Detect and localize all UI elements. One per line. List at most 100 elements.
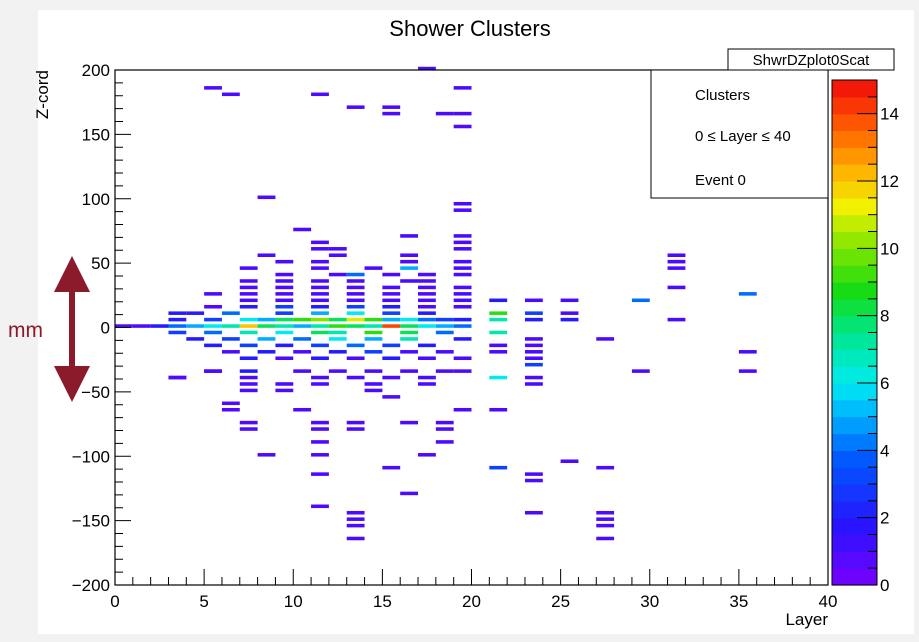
heatmap-cell <box>400 253 419 258</box>
palette-swatch <box>832 197 877 216</box>
heatmap-cell <box>382 311 401 315</box>
heatmap-cell <box>311 317 329 322</box>
palette-swatch <box>832 113 877 132</box>
heatmap-cell <box>311 259 329 264</box>
heatmap-cell <box>311 292 329 296</box>
x-tick-label: 20 <box>462 592 481 611</box>
heatmap-cell <box>560 459 579 464</box>
palette-swatch <box>832 248 877 266</box>
heatmap-cell <box>221 401 240 406</box>
heatmap-cell <box>364 382 383 386</box>
heatmap-cell <box>364 388 383 393</box>
y-tick-label: −50 <box>81 383 110 402</box>
palette-swatch <box>832 551 877 569</box>
heatmap-cell <box>418 382 436 386</box>
palette-tick-label: 2 <box>880 509 889 528</box>
heatmap-cell <box>275 272 294 277</box>
heatmap-cell <box>400 279 419 283</box>
heatmap-cell <box>239 324 258 328</box>
color-palette <box>831 79 878 586</box>
x-tick-label: 0 <box>110 592 119 611</box>
heatmap-cell <box>435 350 454 354</box>
heatmap-cell <box>453 259 472 264</box>
heatmap-cell <box>346 523 365 528</box>
heatmap-cell <box>489 407 508 412</box>
heatmap-cell <box>435 369 454 373</box>
heatmap-cell <box>275 285 294 290</box>
heatmap-cell <box>738 292 757 296</box>
heatmap-cell <box>311 330 329 335</box>
heatmap-cell <box>275 279 294 283</box>
heatmap-cell <box>311 440 329 444</box>
heatmap-cell <box>364 350 383 354</box>
heatmap-cell <box>275 330 294 335</box>
heatmap-cell <box>418 343 436 348</box>
heatmap-cell <box>346 311 365 315</box>
heatmap-cell <box>418 279 436 283</box>
palette-swatch <box>832 147 877 165</box>
stats-box-line: Clusters <box>695 87 750 104</box>
heatmap-cell <box>453 272 472 277</box>
heatmap-cell <box>239 375 258 380</box>
heatmap-cell <box>204 317 222 322</box>
y-tick-label: 200 <box>82 61 110 80</box>
heatmap-cell <box>453 124 472 129</box>
heatmap-cell <box>489 311 508 315</box>
heatmap-cell <box>667 317 686 322</box>
heatmap-cell <box>400 491 419 496</box>
heatmap-cell <box>346 298 365 303</box>
palette-tick-label: 8 <box>880 307 889 326</box>
histogram-name-frame <box>727 48 895 71</box>
heatmap-cell <box>400 266 419 270</box>
heatmap-cell <box>311 285 329 290</box>
heatmap-cell <box>435 324 454 328</box>
palette-swatch <box>832 450 877 468</box>
palette-swatch <box>832 416 877 435</box>
palette-tick-label: 10 <box>880 239 899 258</box>
heatmap-cell <box>221 407 240 412</box>
heatmap-cell <box>328 330 347 335</box>
stats-box-line: 0 ≤ Layer ≤ 40 <box>695 128 791 145</box>
heatmap-cell <box>596 465 615 470</box>
heatmap-cell <box>524 382 543 386</box>
heatmap-cell <box>524 298 543 303</box>
heatmap-cell <box>239 266 258 270</box>
heatmap-cell <box>382 324 401 328</box>
heatmap-cell <box>275 388 294 393</box>
histogram-name: ShwrDZplot0Scat <box>753 52 871 69</box>
palette-tick-label: 14 <box>880 105 899 124</box>
stats-box-line: Event 0 <box>695 172 746 189</box>
heatmap-cell <box>489 343 508 348</box>
heatmap-cell <box>311 266 329 270</box>
heatmap-cell <box>489 465 508 470</box>
heatmap-cell <box>221 337 240 341</box>
heatmap-cell <box>400 234 419 238</box>
y-tick-label: −100 <box>72 447 110 466</box>
heatmap-cell <box>435 330 454 335</box>
heatmap-cell <box>524 337 543 341</box>
palette-swatch <box>832 332 877 350</box>
x-tick-label: 15 <box>373 592 392 611</box>
heatmap-cell <box>328 272 347 277</box>
heatmap-cell <box>382 105 401 109</box>
y-tick-label: −200 <box>72 576 110 595</box>
heatmap-cell <box>382 292 401 296</box>
heatmap-cell <box>275 382 294 386</box>
heatmap-cell <box>239 279 258 283</box>
heatmap-cell <box>239 388 258 393</box>
heatmap-cell <box>418 304 436 309</box>
heatmap-cell <box>346 343 365 348</box>
palette-swatch <box>832 399 877 418</box>
palette-tick-label: 6 <box>880 374 889 393</box>
heatmap-cell <box>204 330 222 335</box>
heatmap-cell <box>596 337 615 341</box>
heatmap-cell <box>524 350 543 354</box>
x-tick-label: 10 <box>284 592 303 611</box>
heatmap-cell <box>400 420 419 425</box>
palette-tick-label: 12 <box>880 172 899 191</box>
heatmap-cell <box>667 285 686 290</box>
heatmap-cell <box>382 395 401 399</box>
heatmap-cell <box>257 317 276 322</box>
heatmap-cell <box>275 298 294 303</box>
